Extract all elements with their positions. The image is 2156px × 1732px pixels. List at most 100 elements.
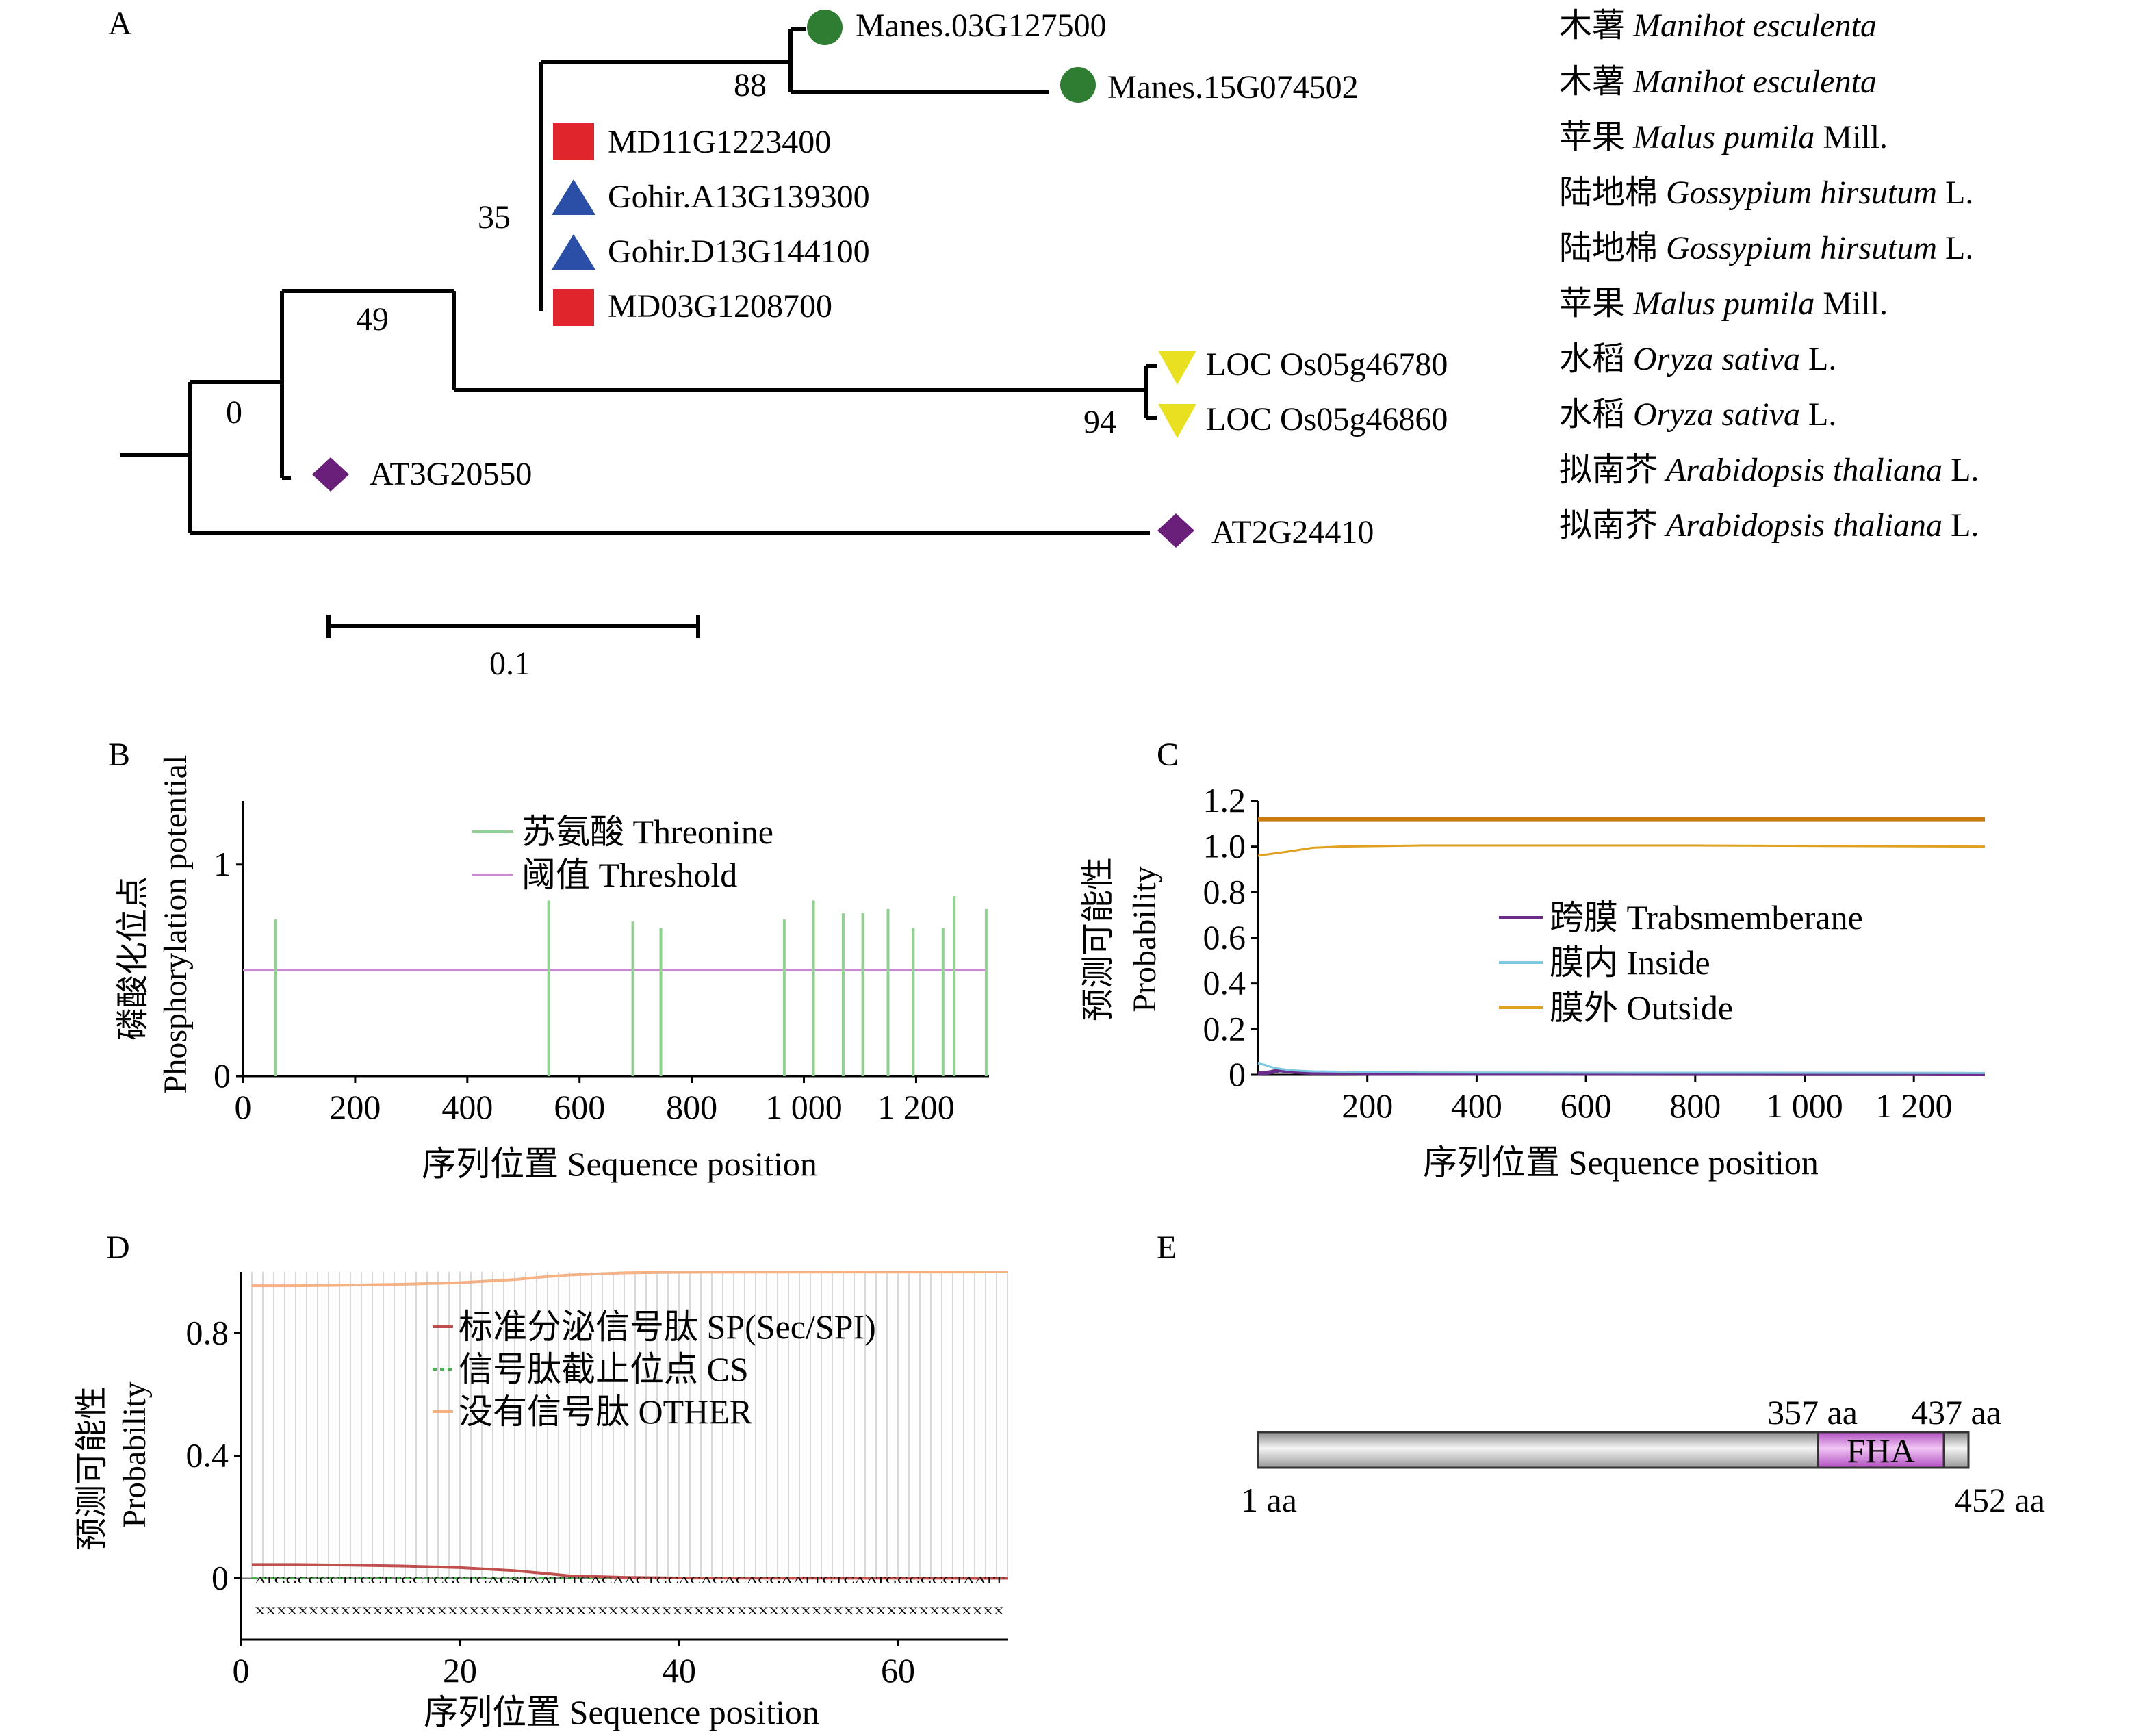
arabidopsis-diamond-icon: [312, 457, 349, 492]
cotton-triangle-icon: [552, 234, 595, 270]
x-tick-label: 400: [441, 1088, 493, 1126]
y-tick-label: 0.4: [1203, 964, 1246, 1002]
panel-b: B 磷酸化位点 Phosphorylation potential 序列位置 S…: [108, 737, 989, 1183]
gene-label: LOC Os05g46860: [1206, 401, 1448, 437]
species-label: 拟南芥 Arabidopsis thaliana L.: [1559, 507, 1979, 544]
legend-inside: 膜内 Inside: [1550, 943, 1710, 982]
legend-threonine: 苏氨酸 Threonine: [522, 813, 773, 851]
sequence-marks: XXXXXXXXXXXXXXXXXXXXXXXXXXXXXXXXXXXXXXXX…: [255, 1606, 1004, 1617]
panel-c: C 预测可能性 Probability 序列位置 Sequence positi…: [1080, 737, 1986, 1182]
x-tick-label: 800: [1669, 1086, 1721, 1125]
x-tick-label: 400: [1451, 1086, 1502, 1125]
species-label: 苹果 Malus pumila Mill.: [1559, 285, 1888, 322]
panel-c-ylabel-en: Probability: [1127, 866, 1163, 1012]
y-tick-label: 1: [214, 845, 231, 883]
protein-start-label: 1 aa: [1241, 1481, 1297, 1519]
y-tick-label: 0.6: [1203, 918, 1246, 956]
tree-markers: [312, 10, 1196, 548]
y-tick-label: 0.2: [1203, 1009, 1246, 1047]
legend-threshold: 阈值 Threshold: [522, 856, 737, 894]
gene-label: AT2G24410: [1211, 514, 1374, 550]
x-tick-label: 0: [235, 1088, 252, 1126]
arabidopsis-diamond-icon: [1157, 513, 1194, 548]
panel-b-ylabel-en: Phosphorylation potential: [157, 755, 194, 1094]
panel-b-xlabel: 序列位置 Sequence position: [422, 1145, 817, 1183]
y-tick-label: 0.4: [186, 1436, 229, 1475]
gene-label: AT3G20550: [370, 456, 532, 492]
legend-outside: 膜外 Outside: [1550, 989, 1733, 1027]
x-tick-label: 60: [881, 1651, 915, 1690]
y-tick-label: 0: [211, 1559, 229, 1597]
cassava-circle-icon: [1060, 67, 1096, 103]
apple-square-icon: [553, 123, 594, 160]
y-tick-label: 0: [1229, 1055, 1246, 1093]
bootstrap-35: 35: [478, 199, 511, 235]
x-tick-label: 200: [329, 1088, 381, 1126]
panel-c-axes: 200 400 600 800 1 000 1 200 0 0.2 0.4 0.6 0.8 1.0 1.…: [1203, 781, 1986, 1125]
species-label: 木薯 Manihot esculenta: [1559, 64, 1877, 100]
gene-label: Manes.03G127500: [856, 8, 1107, 44]
rice-triangle-icon: [1158, 351, 1196, 385]
x-tick-label: 40: [662, 1651, 696, 1690]
species-label: 拟南芥 Arabidopsis thaliana L.: [1559, 452, 1979, 488]
legend-other: 没有信号肽 OTHER: [459, 1392, 753, 1431]
other-line: [252, 1271, 1008, 1288]
bootstrap-49: 49: [356, 301, 389, 338]
x-tick-label: 600: [1561, 1086, 1612, 1125]
legend-sp: 标准分泌信号肽 SP(Sec/SPI): [459, 1308, 876, 1346]
panel-b-label: B: [108, 737, 130, 773]
panel-d-ylabel-en: Probability: [116, 1381, 153, 1527]
panel-c-ylabel-cn: 预测可能性: [1080, 857, 1116, 1021]
gene-label: LOC Os05g46780: [1206, 346, 1448, 383]
legend-transmembrane: 跨膜 Trabsmemberane: [1550, 898, 1863, 937]
x-tick-label: 1 000: [1766, 1086, 1843, 1125]
x-tick-label: 1 200: [877, 1088, 955, 1126]
panel-e: E FHA 357 aa 437 aa 1 aa 452 aa: [1157, 1230, 2045, 1519]
sequence-residues: ATGGCCCCTTCCTTGCTCGCTGAGSTAATTTCACAACTGC…: [255, 1575, 1004, 1586]
panel-d-ylabel-cn: 预测可能性: [74, 1386, 110, 1551]
bootstrap-88: 88: [734, 67, 767, 103]
y-tick-label: 0: [214, 1056, 231, 1095]
bootstrap-94: 94: [1083, 404, 1116, 440]
scale-bar-label: 0.1: [489, 646, 530, 682]
x-tick-label: 200: [1342, 1086, 1393, 1125]
panel-b-legend: 苏氨酸 Threonine 阈值 Threshold: [472, 813, 773, 894]
panel-e-label: E: [1157, 1230, 1177, 1266]
y-tick-label: 0.8: [1203, 872, 1246, 910]
gene-label: Manes.15G074502: [1107, 69, 1359, 105]
x-tick-label: 20: [443, 1651, 477, 1690]
scale-bar: [326, 615, 700, 638]
gene-label: MD11G1223400: [608, 124, 831, 160]
apple-square-icon: [553, 289, 594, 326]
legend-cs: 信号肽截止位点 CS: [459, 1350, 749, 1388]
domain-end-label: 437 aa: [1911, 1393, 2001, 1431]
panel-d-xlabel: 序列位置 Sequence position: [424, 1693, 819, 1731]
species-label: 木薯 Manihot esculenta: [1559, 8, 1877, 44]
domain-start-label: 357 aa: [1767, 1393, 1858, 1431]
panel-d-legend: 标准分泌信号肽 SP(Sec/SPI) 信号肽截止位点 CS 没有信号肽 OTH…: [433, 1308, 876, 1431]
gene-labels: Manes.03G127500 Manes.15G074502 MD11G122…: [370, 8, 1448, 550]
panel-d-axes: 0 20 40 60 0 0.4 0.8: [186, 1271, 1008, 1690]
cassava-circle-icon: [807, 10, 843, 45]
gene-label: Gohir.D13G144100: [608, 233, 870, 270]
species-label: 水稻 Oryza sativa L.: [1559, 341, 1836, 377]
panel-a-label: A: [108, 5, 132, 42]
panel-a: A 88 35 49 0 94: [108, 5, 1979, 682]
species-label: 陆地棉 Gossypium hirsutum L.: [1559, 230, 1973, 266]
species-label: 陆地棉 Gossypium hirsutum L.: [1559, 175, 1973, 211]
y-tick-label: 0.8: [186, 1314, 229, 1352]
bootstrap-0: 0: [226, 394, 242, 431]
panel-d: D 预测可能性 Probability 序列位置 Sequence positi…: [74, 1230, 1008, 1731]
x-tick-label: 800: [666, 1088, 717, 1126]
rice-triangle-icon: [1158, 404, 1196, 438]
species-labels: 木薯 Manihot esculenta 木薯 Manihot esculent…: [1559, 8, 1979, 544]
panel-c-xlabel: 序列位置 Sequence position: [1423, 1143, 1819, 1182]
y-tick-label: 1.0: [1203, 827, 1246, 865]
sp-line: [252, 1563, 1008, 1580]
transmembrane-line: [1257, 1068, 1986, 1076]
gene-label: MD03G1208700: [608, 288, 832, 324]
panel-c-legend: 跨膜 Trabsmemberane 膜内 Inside 膜外 Outside: [1499, 898, 1863, 1027]
panel-d-label: D: [106, 1230, 130, 1266]
cotton-triangle-icon: [552, 179, 595, 215]
